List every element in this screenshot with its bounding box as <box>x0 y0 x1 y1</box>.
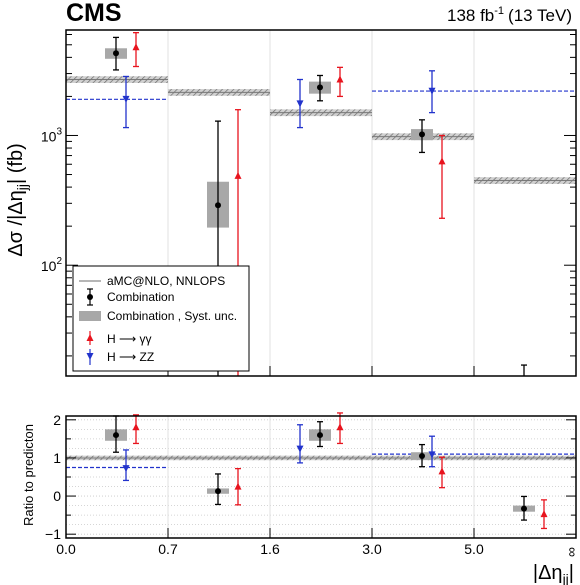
x-title-sub: jj <box>562 571 569 585</box>
hzz-point <box>122 95 130 103</box>
x-title-main: |Δη <box>533 562 563 584</box>
lumi-energy: (13 TeV) <box>508 6 572 25</box>
lumi-exponent: -1 <box>494 5 504 17</box>
legend: aMC@NLO, NNLOPS Combination Combination … <box>72 265 250 372</box>
experiment-label: CMS <box>66 0 122 27</box>
ratio-hgg-point <box>336 423 344 431</box>
ratio-y-axis-title: Ratio to predicton <box>21 424 36 526</box>
ratio-combination-point <box>521 505 527 512</box>
legend-syst-label: Combination , Syst. unc. <box>107 309 237 323</box>
y-title-main: Δσ /|Δη <box>5 190 27 257</box>
hzz-point <box>296 100 304 108</box>
x-tick-label: 5.0 <box>464 541 484 557</box>
legend-combination-marker <box>87 294 93 300</box>
ratio-combination-point <box>215 488 221 495</box>
main-frame <box>65 29 577 377</box>
ratio-y-tick-label: 0 <box>53 488 61 504</box>
x-axis-title: |Δηjj| <box>533 562 574 585</box>
y-title-post: | (fb) <box>5 143 27 184</box>
ratio-hgg-point <box>540 510 548 518</box>
tick-label-base: 10 <box>41 258 57 274</box>
ratio-combination-point <box>317 432 323 439</box>
combination-point <box>113 50 119 57</box>
ratio-hgg-point <box>132 423 140 431</box>
hgg-point <box>438 157 446 165</box>
hgg-point <box>132 43 140 51</box>
ratio-hzz-point <box>122 465 130 473</box>
x-tick-label: 0.7 <box>158 541 178 557</box>
tick-label-exponent: 3 <box>56 126 62 137</box>
ratio-y-tick-label: 1 <box>53 450 61 466</box>
legend-hgg-marker <box>86 334 94 341</box>
legend-syst-marker <box>79 311 101 321</box>
tick-label-exponent: 2 <box>56 256 62 267</box>
tick-label-base: 10 <box>41 128 57 144</box>
lumi-label: 138 fb-1 (13 TeV) <box>447 5 572 25</box>
main-y-tick-label: 103 <box>41 126 63 144</box>
ratio-panel: −1 0 1 2 <box>45 412 577 542</box>
ratio-y-tick-label: 2 <box>53 412 61 428</box>
x-title-post: | <box>569 562 574 584</box>
lumi-value: 138 fb <box>447 6 494 25</box>
legend-hgg-label: H ⟶ γγ <box>107 332 152 346</box>
ratio-hgg-point <box>234 482 242 490</box>
y-title-sub: jj <box>14 184 30 191</box>
ratio-combination-point <box>113 432 119 439</box>
x-tick-label: 0.0 <box>56 541 76 557</box>
hgg-point <box>336 75 344 83</box>
main-y-tick-label: 102 <box>41 256 63 274</box>
hzz-point <box>428 87 436 95</box>
ratio-y-tick-label: −1 <box>45 526 61 542</box>
legend-hzz-marker <box>86 353 94 360</box>
legend-combination-label: Combination <box>107 290 174 304</box>
hgg-point <box>234 171 242 179</box>
ratio-hgg-point <box>438 467 446 475</box>
legend-hzz-label: H ⟶ ZZ <box>107 350 154 364</box>
legend-box <box>72 265 250 372</box>
combination-point <box>317 84 323 91</box>
combination-point <box>215 202 221 209</box>
ratio-hzz-point <box>428 451 436 459</box>
y-axis-title: Δσ /|Δηjj| (fb) <box>5 143 30 257</box>
x-tick-labels: 0.0 0.7 1.6 3.0 5.0 ∞ <box>56 541 579 557</box>
x-tick-label: 1.6 <box>260 541 280 557</box>
ratio-combination-point <box>419 453 425 460</box>
combination-point <box>419 131 425 138</box>
legend-prediction-label: aMC@NLO, NNLOPS <box>107 274 225 288</box>
x-tick-label: ∞ <box>563 547 579 557</box>
x-tick-label: 3.0 <box>362 541 382 557</box>
ratio-hzz-point <box>296 445 304 453</box>
ratio-frame <box>65 415 577 539</box>
